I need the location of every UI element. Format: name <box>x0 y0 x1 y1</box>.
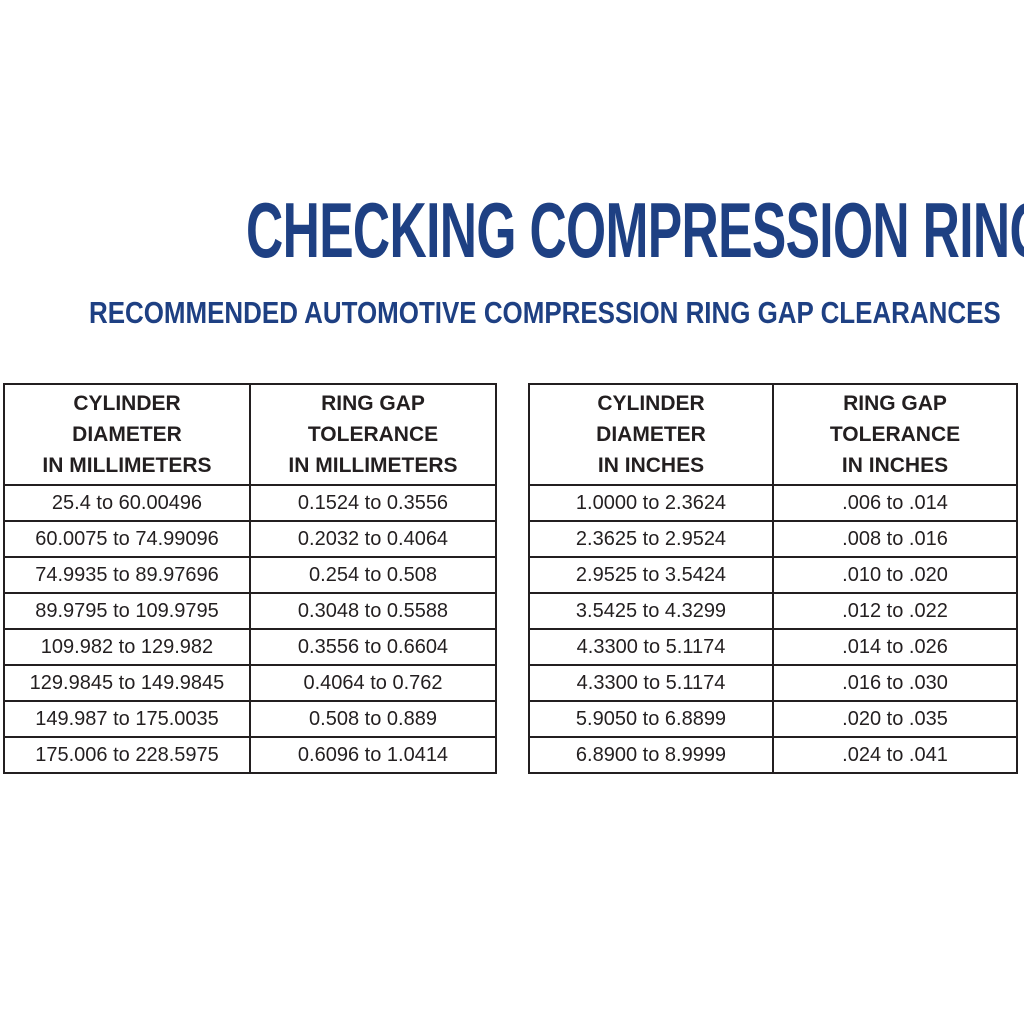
tolerance-cell: 0.3048 to 0.5588 <box>249 592 497 630</box>
table-row: 74.9935 to 89.97696 0.254 to 0.508 <box>3 556 497 594</box>
metric-tolerance-header: RING GAP TOLERANCE IN MILLIMETERS <box>249 383 497 486</box>
metric-table-body: 25.4 to 60.00496 0.1524 to 0.3556 60.007… <box>3 484 497 774</box>
tolerance-cell: .010 to .020 <box>772 556 1018 594</box>
diameter-cell: 2.9525 to 3.5424 <box>528 556 774 594</box>
diameter-cell: 6.8900 to 8.9999 <box>528 736 774 774</box>
diameter-cell: 5.9050 to 6.8899 <box>528 700 774 738</box>
diameter-cell: 4.3300 to 5.1174 <box>528 628 774 666</box>
page-title: CHECKING COMPRESSION RING GAPS <box>246 186 1024 274</box>
inches-tolerance-header: RING GAP TOLERANCE IN INCHES <box>772 383 1018 486</box>
page-title-row: CHECKING COMPRESSION RING GAPS <box>0 191 1024 269</box>
diameter-cell: 2.3625 to 2.9524 <box>528 520 774 558</box>
inches-table-body: 1.0000 to 2.3624 .006 to .014 2.3625 to … <box>528 484 1018 774</box>
tolerance-cell: .014 to .026 <box>772 628 1018 666</box>
table-row: 2.9525 to 3.5424 .010 to .020 <box>528 556 1018 594</box>
table-row: 109.982 to 129.982 0.3556 to 0.6604 <box>3 628 497 666</box>
table-row: 5.9050 to 6.8899 .020 to .035 <box>528 700 1018 738</box>
tolerance-cell: 0.2032 to 0.4064 <box>249 520 497 558</box>
table-row: 1.0000 to 2.3624 .006 to .014 <box>528 484 1018 522</box>
diameter-cell: 25.4 to 60.00496 <box>3 484 251 522</box>
table-header-row: CYLINDER DIAMETER IN INCHES RING GAP TOL… <box>528 383 1018 486</box>
metric-diameter-header: CYLINDER DIAMETER IN MILLIMETERS <box>3 383 251 486</box>
table-row: 2.3625 to 2.9524 .008 to .016 <box>528 520 1018 558</box>
diameter-cell: 175.006 to 228.5975 <box>3 736 251 774</box>
tolerance-cell: 0.1524 to 0.3556 <box>249 484 497 522</box>
diameter-cell: 89.9795 to 109.9795 <box>3 592 251 630</box>
tolerance-cell: .012 to .022 <box>772 592 1018 630</box>
page-subtitle: RECOMMENDED AUTOMOTIVE COMPRESSION RING … <box>88 295 1001 330</box>
tolerance-cell: 0.508 to 0.889 <box>249 700 497 738</box>
diameter-cell: 4.3300 to 5.1174 <box>528 664 774 702</box>
tolerance-cell: .006 to .014 <box>772 484 1018 522</box>
diameter-cell: 129.9845 to 149.9845 <box>3 664 251 702</box>
diameter-cell: 60.0075 to 74.99096 <box>3 520 251 558</box>
diameter-cell: 109.982 to 129.982 <box>3 628 251 666</box>
inches-ring-gap-table: CYLINDER DIAMETER IN INCHES RING GAP TOL… <box>528 383 1018 774</box>
diameter-cell: 74.9935 to 89.97696 <box>3 556 251 594</box>
diameter-cell: 149.987 to 175.0035 <box>3 700 251 738</box>
inches-diameter-header: CYLINDER DIAMETER IN INCHES <box>528 383 774 486</box>
inches-table-header: CYLINDER DIAMETER IN INCHES RING GAP TOL… <box>528 383 1018 486</box>
table-row: 129.9845 to 149.9845 0.4064 to 0.762 <box>3 664 497 702</box>
table-header-row: CYLINDER DIAMETER IN MILLIMETERS RING GA… <box>3 383 497 486</box>
table-row: 60.0075 to 74.99096 0.2032 to 0.4064 <box>3 520 497 558</box>
table-row: 175.006 to 228.5975 0.6096 to 1.0414 <box>3 736 497 774</box>
table-row: 6.8900 to 8.9999 .024 to .041 <box>528 736 1018 774</box>
table-row: 149.987 to 175.0035 0.508 to 0.889 <box>3 700 497 738</box>
table-row: 4.3300 to 5.1174 .014 to .026 <box>528 628 1018 666</box>
tolerance-cell: 0.254 to 0.508 <box>249 556 497 594</box>
page-subtitle-row: RECOMMENDED AUTOMOTIVE COMPRESSION RING … <box>0 297 1024 328</box>
diameter-cell: 3.5425 to 4.3299 <box>528 592 774 630</box>
tolerance-cell: 0.3556 to 0.6604 <box>249 628 497 666</box>
tolerance-cell: .016 to .030 <box>772 664 1018 702</box>
metric-table-header: CYLINDER DIAMETER IN MILLIMETERS RING GA… <box>3 383 497 486</box>
diameter-cell: 1.0000 to 2.3624 <box>528 484 774 522</box>
tolerance-cell: 0.4064 to 0.762 <box>249 664 497 702</box>
metric-ring-gap-table: CYLINDER DIAMETER IN MILLIMETERS RING GA… <box>3 383 497 774</box>
table-row: 89.9795 to 109.9795 0.3048 to 0.5588 <box>3 592 497 630</box>
tolerance-cell: .008 to .016 <box>772 520 1018 558</box>
table-row: 25.4 to 60.00496 0.1524 to 0.3556 <box>3 484 497 522</box>
table-row: 4.3300 to 5.1174 .016 to .030 <box>528 664 1018 702</box>
tolerance-cell: .020 to .035 <box>772 700 1018 738</box>
tolerance-cell: 0.6096 to 1.0414 <box>249 736 497 774</box>
table-row: 3.5425 to 4.3299 .012 to .022 <box>528 592 1018 630</box>
tolerance-cell: .024 to .041 <box>772 736 1018 774</box>
